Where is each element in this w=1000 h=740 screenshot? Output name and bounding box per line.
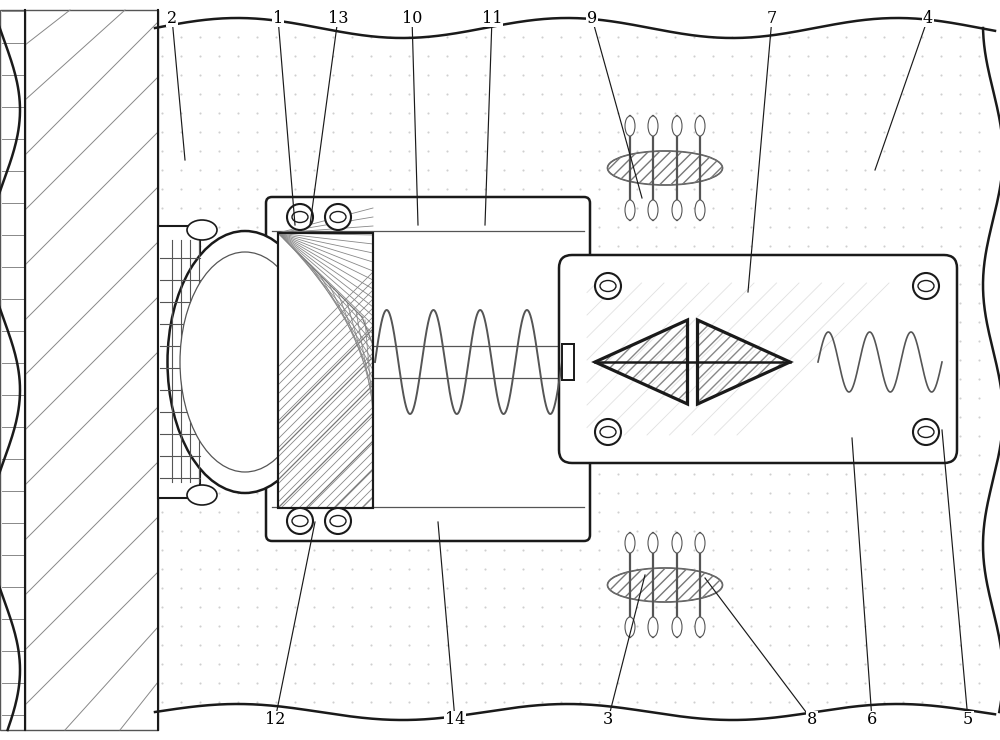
Text: 9: 9 — [587, 10, 597, 27]
Text: 12: 12 — [265, 711, 285, 728]
Text: 2: 2 — [167, 10, 177, 27]
Bar — [0, 10, 158, 730]
Ellipse shape — [695, 116, 705, 136]
Circle shape — [595, 419, 621, 445]
Circle shape — [913, 419, 939, 445]
Ellipse shape — [648, 533, 658, 553]
Ellipse shape — [625, 116, 635, 136]
Bar — [25, 10, 158, 730]
Ellipse shape — [625, 200, 635, 220]
Ellipse shape — [187, 485, 217, 505]
Text: 7: 7 — [767, 10, 777, 27]
Text: 11: 11 — [482, 10, 502, 27]
Text: 6: 6 — [867, 711, 877, 728]
Text: 5: 5 — [963, 711, 973, 728]
Circle shape — [325, 508, 351, 534]
Ellipse shape — [648, 617, 658, 637]
Ellipse shape — [625, 533, 635, 553]
Ellipse shape — [180, 252, 310, 472]
Text: 8: 8 — [807, 711, 817, 728]
Text: 3: 3 — [603, 711, 613, 728]
Text: 13: 13 — [328, 10, 348, 27]
Bar — [0, 10, 25, 730]
Ellipse shape — [695, 200, 705, 220]
Circle shape — [287, 204, 313, 230]
Ellipse shape — [672, 116, 682, 136]
Ellipse shape — [695, 617, 705, 637]
Ellipse shape — [672, 533, 682, 553]
Bar — [158, 226, 200, 498]
Ellipse shape — [187, 220, 217, 240]
FancyBboxPatch shape — [559, 255, 957, 463]
Ellipse shape — [672, 617, 682, 637]
Ellipse shape — [168, 231, 322, 493]
Ellipse shape — [625, 617, 635, 637]
Bar — [278, 233, 373, 508]
Circle shape — [595, 273, 621, 299]
Circle shape — [913, 273, 939, 299]
FancyBboxPatch shape — [266, 197, 590, 541]
Ellipse shape — [608, 151, 722, 185]
Text: 10: 10 — [402, 10, 422, 27]
Text: 4: 4 — [923, 10, 933, 27]
Bar — [278, 233, 373, 508]
Ellipse shape — [672, 200, 682, 220]
Ellipse shape — [608, 568, 722, 602]
Bar — [562, 344, 574, 380]
Ellipse shape — [648, 116, 658, 136]
Text: 14: 14 — [445, 711, 465, 728]
Ellipse shape — [648, 200, 658, 220]
Circle shape — [325, 204, 351, 230]
Circle shape — [287, 508, 313, 534]
Text: 1: 1 — [273, 10, 283, 27]
Ellipse shape — [695, 533, 705, 553]
